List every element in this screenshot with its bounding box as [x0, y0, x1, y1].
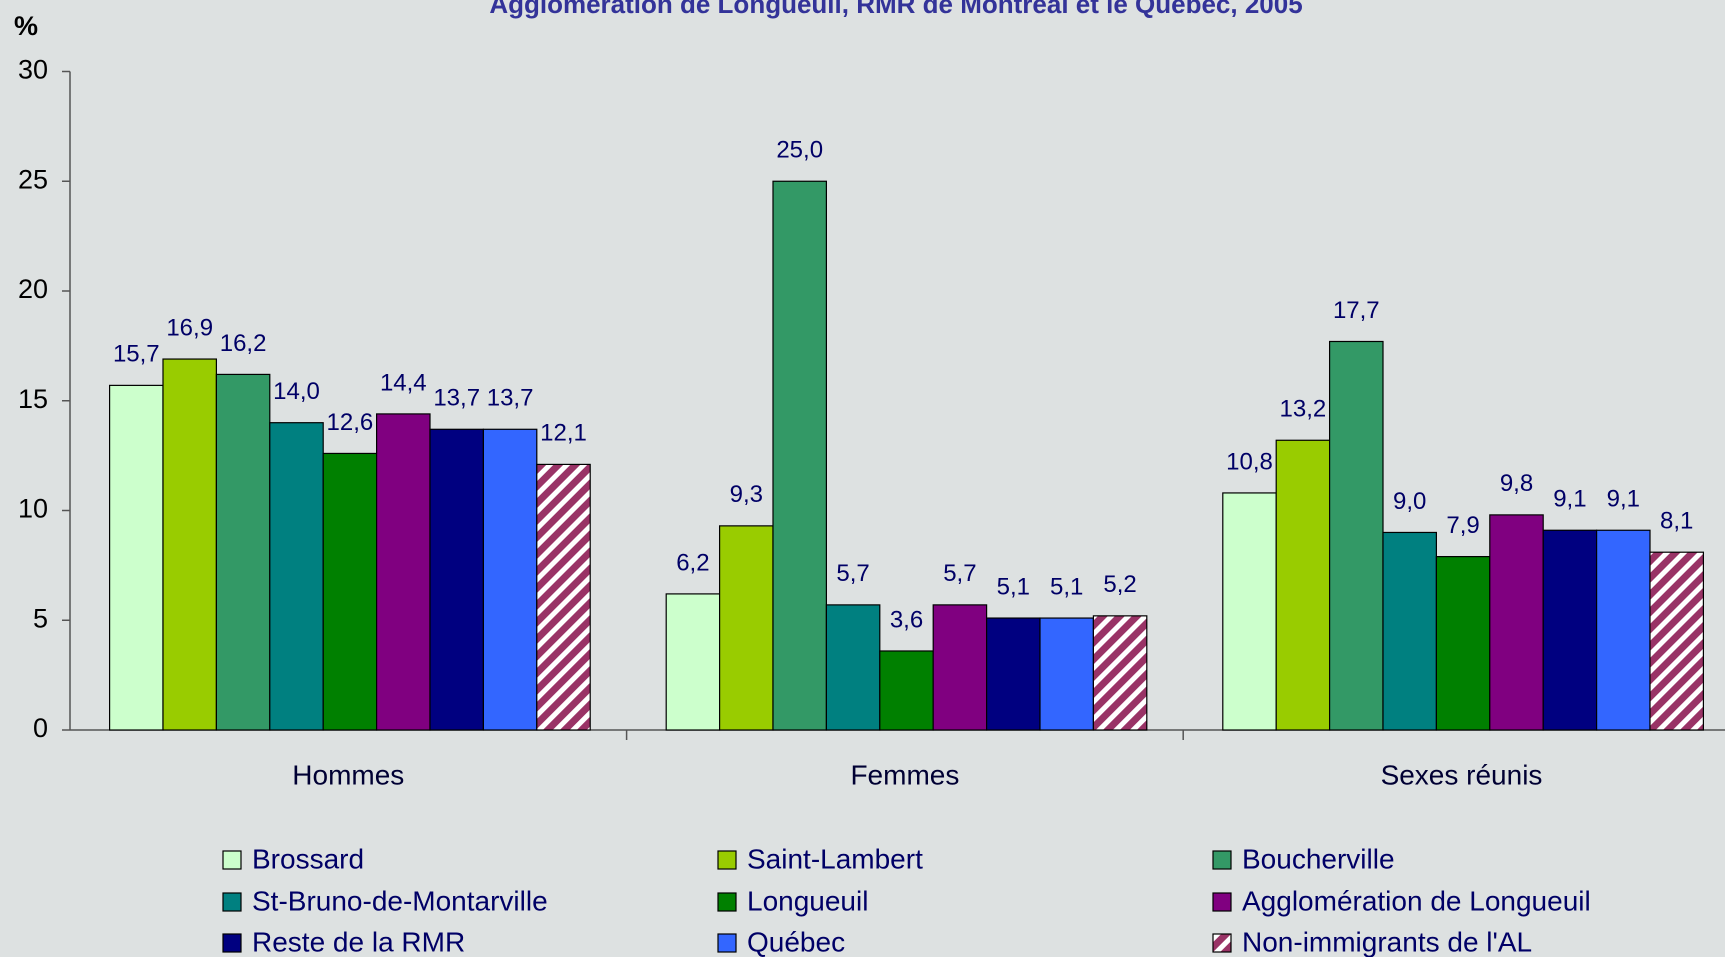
bar [536, 463, 591, 731]
legend-swatch [222, 892, 242, 912]
y-tick-label: 15 [18, 384, 48, 414]
legend-swatch [222, 850, 242, 870]
bar [1382, 531, 1438, 731]
bar [665, 593, 721, 731]
legend-swatch [222, 933, 242, 953]
y-tick-label: 30 [18, 55, 48, 85]
legend-label: Brossard [252, 843, 364, 874]
bar [879, 650, 934, 731]
bar [215, 373, 271, 731]
data-label: 5,7 [836, 560, 869, 587]
bar [1275, 439, 1331, 731]
data-label: 8,1 [1660, 508, 1693, 535]
x-tick-label: Femmes [850, 759, 959, 790]
bar [1039, 617, 1095, 731]
y-tick-label: 25 [18, 164, 48, 194]
data-label: 5,1 [1050, 573, 1083, 600]
legend-label: Reste de la RMR [252, 926, 465, 957]
data-label: 5,1 [997, 573, 1030, 600]
y-tick-label: 5 [33, 603, 48, 633]
legend-label: Saint-Lambert [747, 843, 923, 874]
data-label: 16,2 [220, 330, 267, 357]
legend-swatch [717, 892, 737, 912]
data-label: 5,7 [943, 560, 976, 587]
data-label: 13,7 [433, 385, 480, 412]
data-label: 16,9 [166, 314, 213, 341]
legend-swatch [717, 933, 737, 953]
bar [429, 428, 485, 731]
data-label: 5,2 [1103, 571, 1136, 598]
bar [376, 413, 431, 731]
data-label: 14,4 [380, 369, 427, 396]
data-label: 10,8 [1226, 448, 1273, 475]
legend-label: Non-immigrants de l'AL [1242, 926, 1532, 957]
data-label: 13,2 [1280, 396, 1327, 423]
y-tick-label: 10 [18, 494, 48, 524]
legend-swatch [1212, 850, 1232, 870]
y-tick-label: 0 [33, 713, 48, 743]
legend-label: Boucherville [1242, 843, 1395, 874]
legend-label: Longueuil [747, 885, 868, 916]
legend-swatch [717, 850, 737, 870]
data-label: 9,1 [1553, 486, 1586, 513]
bar [162, 358, 218, 731]
data-label: 3,6 [890, 606, 923, 633]
data-label: 9,8 [1500, 470, 1533, 497]
bar [1328, 340, 1384, 731]
y-tick-label: 20 [18, 274, 48, 304]
legend-swatch [1212, 933, 1232, 953]
data-label: 9,1 [1607, 486, 1640, 513]
x-tick-label: Hommes [292, 759, 404, 790]
data-label: 9,3 [730, 481, 763, 508]
data-label: 7,9 [1446, 512, 1479, 539]
chart-title: Agglomération de Longueuil, RMR de Montr… [489, 0, 1302, 19]
data-label: 6,2 [676, 549, 709, 576]
bar [1489, 514, 1544, 731]
bar [985, 617, 1041, 731]
bar [1649, 551, 1705, 731]
bar [269, 422, 324, 731]
data-label: 9,0 [1393, 488, 1426, 515]
legend-label: Agglomération de Longueuil [1242, 885, 1591, 916]
x-tick-label: Sexes réunis [1381, 759, 1543, 790]
bar [932, 604, 988, 731]
bar [322, 452, 378, 731]
data-label: 25,0 [776, 137, 823, 164]
data-label: 17,7 [1333, 297, 1380, 324]
bar [1222, 492, 1277, 731]
bar [1542, 529, 1598, 731]
data-label: 14,0 [273, 378, 320, 405]
data-label: 12,6 [327, 409, 374, 436]
legend-label: St-Bruno-de-Montarville [252, 885, 548, 916]
y-axis-label: % [14, 11, 38, 41]
data-label: 12,1 [540, 420, 587, 447]
bar [825, 604, 881, 731]
legend-swatch [1212, 892, 1232, 912]
bar [108, 384, 164, 731]
legend-label: Québec [747, 926, 845, 957]
bar [1435, 555, 1491, 731]
bar [1092, 615, 1148, 731]
bar [482, 428, 538, 731]
bar [718, 525, 774, 731]
bar [772, 180, 828, 731]
data-label: 15,7 [113, 341, 160, 368]
data-label: 13,7 [487, 385, 534, 412]
bar [1595, 529, 1651, 731]
